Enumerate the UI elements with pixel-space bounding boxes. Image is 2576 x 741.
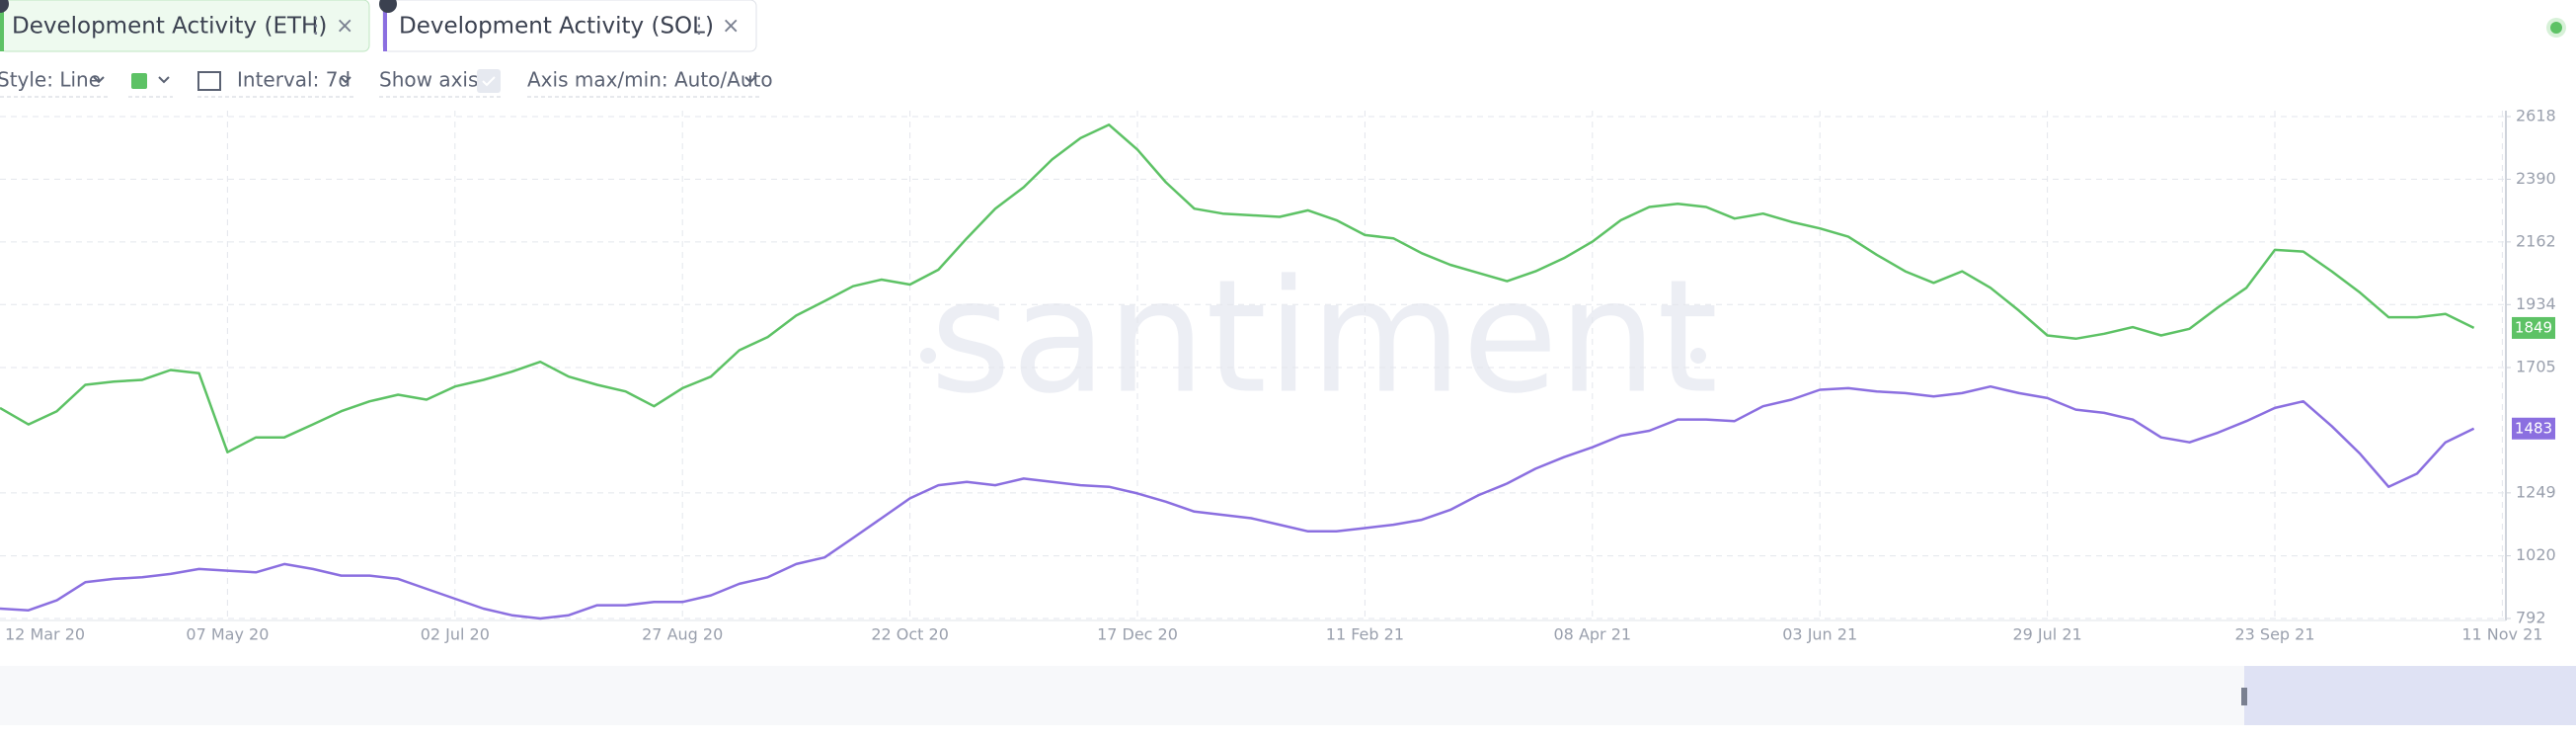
checkbox[interactable] — [477, 69, 501, 93]
tab[interactable] — [0, 0, 370, 52]
status-dot — [2550, 22, 2562, 34]
tab-menu[interactable]: ⋮ — [305, 14, 327, 39]
y-tick-label: 1934 — [2516, 294, 2556, 313]
x-tick-label: 08 Apr 21 — [1554, 625, 1632, 644]
watermark-dot — [920, 348, 936, 364]
tab-close[interactable]: × — [722, 14, 740, 39]
interval-select[interactable]: Interval: 7d — [237, 68, 351, 92]
x-tick-label: 29 Jul 21 — [2012, 625, 2081, 644]
y-tick-label: 2390 — [2516, 169, 2556, 188]
watermark-dot — [1690, 348, 1706, 364]
chevron — [93, 76, 105, 84]
lock-icon — [0, 0, 9, 13]
x-tick-label: 02 Jul 20 — [421, 625, 490, 644]
chevron — [158, 76, 170, 84]
y-tick-label: 1249 — [2516, 482, 2556, 501]
tab-label[interactable]: Development Activity (ETH) — [12, 14, 327, 40]
x-tick-label: 17 Dec 20 — [1097, 625, 1178, 644]
watermark: santiment — [930, 246, 1718, 428]
x-tick-label: 03 Jun 21 — [1782, 625, 1857, 644]
axis-range-select[interactable]: Axis max/min: Auto/Auto — [527, 68, 773, 92]
y-tick-label: 2618 — [2516, 107, 2556, 125]
last-value-badge — [2512, 417, 2555, 440]
tab-close[interactable]: × — [336, 14, 353, 39]
navigator-window[interactable] — [2244, 666, 2576, 725]
tab-label[interactable]: Development Activity (SOL) — [399, 14, 714, 40]
last-value-label: 1849 — [2515, 318, 2552, 336]
y-tick-label: 792 — [2516, 609, 2546, 627]
check — [482, 76, 496, 87]
tab-menu[interactable]: ⋮ — [688, 14, 710, 39]
x-tick-label: 11 Nov 21 — [2461, 625, 2542, 644]
y-tick-label: 2162 — [2516, 231, 2556, 250]
y-tick-label: 1020 — [2516, 545, 2556, 564]
y-tick-label: 1705 — [2516, 358, 2556, 376]
line-series — [0, 384, 2475, 620]
last-value-badge — [2512, 316, 2555, 339]
navigator[interactable] — [0, 666, 2576, 725]
tab-marker — [0, 0, 4, 51]
show-axis-label[interactable]: Show axis — [379, 68, 478, 92]
x-tick-label: 27 Aug 20 — [642, 625, 723, 644]
x-tick-label: 23 Sep 21 — [2234, 625, 2314, 644]
x-tick-label: 12 Mar 20 — [5, 625, 85, 644]
chevron — [744, 76, 756, 84]
line-series — [0, 124, 2475, 453]
navigator-handle[interactable] — [2241, 688, 2247, 705]
chevron — [340, 76, 351, 84]
x-tick-label: 07 May 20 — [186, 625, 269, 644]
style-select[interactable]: Style: Line — [0, 68, 101, 92]
last-value-label: 1483 — [2515, 419, 2552, 437]
lock-icon — [379, 0, 397, 13]
x-tick-label: 11 Feb 21 — [1326, 625, 1404, 644]
tab-marker — [383, 6, 387, 51]
interval-icon — [197, 71, 221, 91]
color-swatch[interactable] — [131, 73, 147, 89]
x-tick-label: 22 Oct 20 — [871, 625, 949, 644]
